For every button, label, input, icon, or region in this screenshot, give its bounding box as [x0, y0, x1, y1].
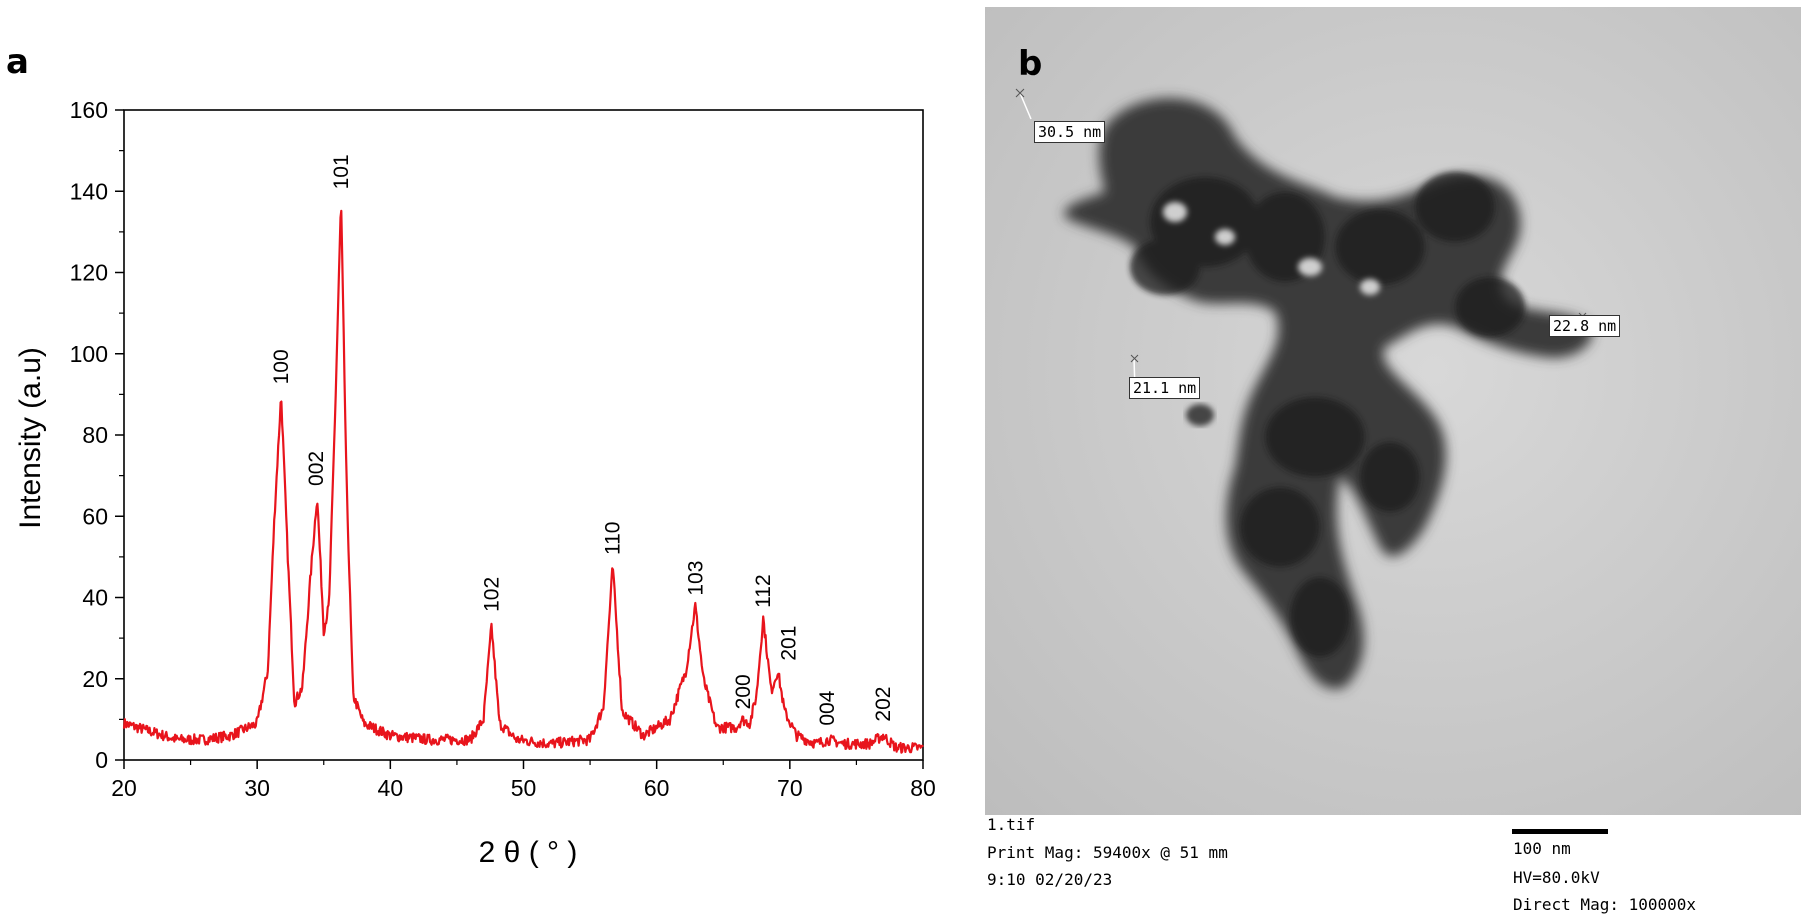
- peak-label: 110: [602, 522, 625, 555]
- y-tick-label: 40: [82, 585, 108, 611]
- x-tick-label: 60: [644, 775, 670, 801]
- tem-hv: HV=80.0kV: [1513, 868, 1600, 887]
- peak-label: 200: [732, 674, 755, 709]
- measurement-label-3: 21.1 nm: [1129, 377, 1201, 399]
- peak-label: 202: [872, 687, 895, 722]
- y-tick-label: 160: [70, 97, 108, 123]
- chart-axes: [115, 109, 924, 769]
- x-tick-label: 80: [910, 775, 936, 801]
- small-particle: [1186, 404, 1214, 426]
- xrd-series-line: [122, 209, 924, 754]
- peak-label: 112: [752, 574, 775, 607]
- plot-frame: [123, 109, 924, 761]
- panel-b-label: b: [1018, 44, 1043, 84]
- peak-label: 004: [816, 690, 839, 725]
- tem-filename: 1.tif: [987, 815, 1036, 834]
- panel-a-label: a: [6, 42, 29, 82]
- y-tick-label: 20: [82, 666, 108, 692]
- tem-direct-mag: Direct Mag: 100000x: [1513, 895, 1697, 914]
- peak-label: 101: [330, 154, 353, 189]
- tem-datetime: 9:10 02/20/23: [987, 870, 1113, 889]
- measurement-label-1: 30.5 nm: [1034, 121, 1106, 143]
- x-tick-label: 30: [244, 775, 270, 801]
- peak-label: 102: [481, 577, 504, 612]
- scale-bar-label: 100 nm: [1513, 839, 1571, 858]
- y-tick-label: 60: [82, 503, 108, 529]
- tem-micrograph: 30.5 nm 22.8 nm 21.1 nm: [985, 7, 1801, 815]
- x-axis-title: 2 θ ( ° ): [479, 836, 578, 869]
- y-tick-label: 0: [95, 747, 108, 773]
- peak-label: 201: [778, 626, 801, 661]
- peak-label: 100: [270, 349, 293, 384]
- y-tick-label: 80: [82, 422, 108, 448]
- peak-label: 002: [305, 451, 328, 486]
- measurement-label-2: 22.8 nm: [1549, 315, 1621, 337]
- y-tick-label: 100: [70, 341, 108, 367]
- scale-bar: [1512, 829, 1608, 834]
- tem-print-mag: Print Mag: 59400x @ 51 mm: [987, 843, 1228, 862]
- x-tick-label: 70: [777, 775, 803, 801]
- x-tick-label: 50: [511, 775, 537, 801]
- y-axis-title: Intensity (a.u): [14, 347, 47, 529]
- x-tick-label: 20: [111, 775, 137, 801]
- tem-micrograph-drawing: [985, 7, 1801, 815]
- y-tick-label: 140: [70, 178, 108, 204]
- y-tick-label: 120: [70, 260, 108, 286]
- peak-label: 103: [684, 561, 707, 596]
- x-tick-label: 40: [378, 775, 404, 801]
